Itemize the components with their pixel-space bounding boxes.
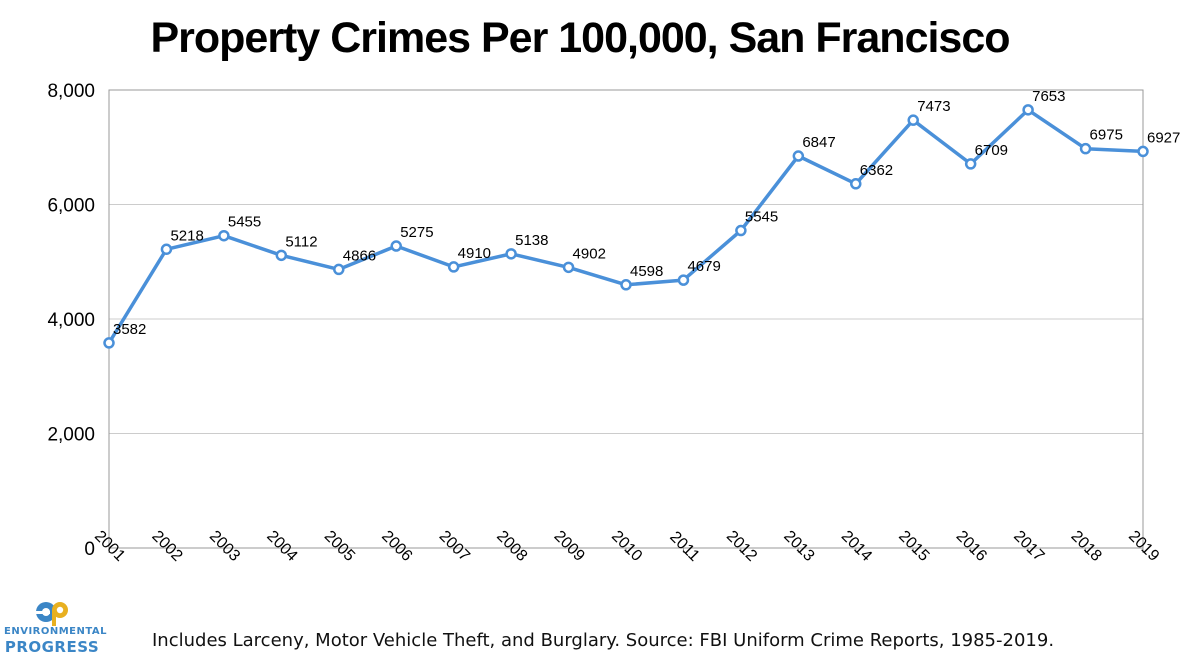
ep-logo-icon	[36, 602, 68, 626]
data-point	[333, 263, 345, 276]
data-point	[275, 249, 288, 262]
x-tick-label: 2019	[1125, 528, 1162, 565]
data-point	[1137, 145, 1149, 158]
x-tick-label: 2012	[723, 528, 760, 565]
data-label: 6709	[975, 142, 1008, 159]
data-label: 5275	[400, 224, 433, 241]
data-point	[103, 337, 115, 349]
data-label: 4910	[458, 245, 491, 262]
x-tick-label: 2002	[148, 528, 185, 565]
data-labels: 3582 5218 5455 5112 4866 5275 4910 5138 4902 4598…	[113, 88, 1180, 338]
data-point	[964, 158, 977, 170]
x-tick-label: 2016	[953, 528, 990, 565]
x-axis-ticks: 2001 2002 2003 2004 2005 2006 2007 2008 2009 2010…	[91, 528, 1162, 565]
gridlines	[109, 204, 1143, 434]
data-point	[907, 114, 919, 126]
data-point	[160, 243, 173, 256]
x-tick-label: 2001	[91, 528, 128, 565]
y-tick-label: 4,000	[47, 310, 95, 331]
data-point	[505, 248, 517, 260]
y-tick-label: 0	[84, 539, 95, 560]
data-points	[103, 104, 1149, 349]
data-point	[390, 240, 402, 252]
y-axis-ticks: 0 2,000 4,000 6,000 8,000	[47, 81, 95, 560]
x-tick-label: 2003	[206, 528, 243, 565]
data-label: 4902	[573, 245, 606, 262]
data-label: 5455	[228, 214, 261, 231]
data-label: 7653	[1032, 88, 1065, 105]
y-tick-label: 6,000	[47, 196, 95, 217]
source-note: Includes Larceny, Motor Vehicle Theft, a…	[152, 630, 1055, 651]
data-point	[1079, 142, 1092, 155]
data-label: 5545	[745, 209, 778, 226]
data-label: 7473	[917, 98, 950, 115]
x-tick-label: 2014	[838, 528, 875, 565]
x-tick-label: 2018	[1068, 528, 1105, 565]
x-tick-label: 2004	[263, 528, 300, 565]
x-tick-label: 2007	[436, 528, 473, 565]
x-tick-label: 2005	[321, 528, 358, 565]
x-tick-label: 2017	[1010, 528, 1047, 565]
data-point	[677, 274, 690, 286]
data-label: 4679	[687, 258, 720, 275]
data-point	[1022, 104, 1034, 116]
data-point	[562, 261, 575, 274]
data-label: 4598	[630, 263, 663, 280]
data-label: 6362	[860, 162, 893, 179]
environmental-progress-logo: ENVIRONMENTAL PROGRESS	[4, 598, 108, 658]
x-tick-label: 2008	[493, 528, 530, 565]
data-label: 6927	[1147, 129, 1180, 146]
data-label: 4866	[343, 247, 376, 264]
y-tick-label: 8,000	[47, 81, 95, 102]
data-point	[620, 279, 632, 291]
data-point	[792, 150, 805, 162]
logo-text-environmental: ENVIRONMENTAL	[4, 626, 108, 637]
chart-title: Property Crimes Per 100,000, San Francis…	[150, 14, 1010, 62]
data-label: 5112	[285, 233, 317, 250]
x-tick-label: 2010	[608, 528, 645, 565]
logo-text-progress: PROGRESS	[4, 638, 100, 656]
data-label: 3582	[113, 321, 146, 338]
data-label: 6975	[1090, 127, 1123, 144]
x-tick-label: 2013	[780, 528, 817, 565]
x-tick-label: 2006	[378, 528, 415, 565]
x-tick-label: 2009	[551, 528, 588, 565]
x-tick-label: 2011	[666, 528, 702, 564]
data-label: 6847	[802, 134, 835, 151]
data-point	[218, 229, 230, 242]
y-tick-label: 2,000	[47, 425, 95, 446]
data-point	[447, 261, 460, 273]
data-label: 5138	[515, 232, 548, 249]
data-label: 5218	[170, 227, 203, 244]
data-point	[735, 224, 747, 237]
data-point	[850, 178, 862, 190]
x-tick-label: 2015	[895, 528, 932, 565]
